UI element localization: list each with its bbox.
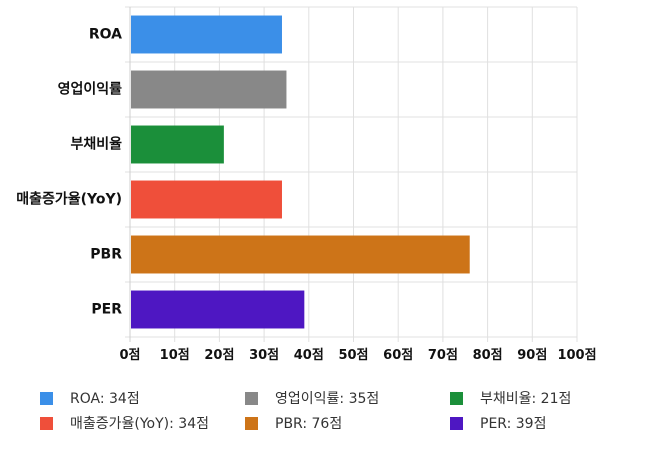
x-tick-label: 70점 (428, 348, 458, 363)
bar (131, 70, 287, 109)
category-label: 부채비율 (70, 136, 122, 153)
bar (131, 15, 282, 54)
x-tick-label: 60점 (383, 348, 413, 363)
x-tick-labels: 0점 10점 20점 30점 40점 50점 60점 70점 80점 90점 100점 (119, 348, 596, 363)
category-label: PBR (90, 247, 122, 263)
bars (131, 15, 470, 329)
legend-label: 부채비율: 21점 (480, 391, 572, 407)
legend-label: 영업이익률: 35점 (275, 391, 380, 407)
x-tick-label: 40점 (294, 348, 324, 363)
x-tick-label: 30점 (249, 348, 279, 363)
legend-swatch (245, 416, 258, 430)
x-tick-label: 80점 (473, 348, 503, 363)
legend-item: PBR: 76점 (245, 413, 342, 433)
legend-item: ROA: 34점 (40, 388, 140, 408)
x-tick-label: 10점 (160, 348, 190, 363)
bar (131, 235, 470, 274)
bar (131, 125, 224, 164)
legend-label: PER: 39점 (480, 416, 547, 432)
x-tick-label: 0점 (119, 348, 140, 363)
category-label: 영업이익률 (58, 81, 123, 98)
legend-item: 영업이익률: 35점 (245, 388, 379, 408)
legend-item: 부채비율: 21점 (450, 388, 571, 408)
x-tick-label: 50점 (338, 348, 368, 363)
legend-swatch (40, 391, 53, 405)
category-label: ROA (89, 27, 122, 43)
legend-label: 매출증가율(YoY): 34점 (70, 416, 209, 432)
legend-swatch (40, 416, 53, 430)
x-tick-label: 90점 (517, 348, 547, 363)
legend-swatch (450, 416, 463, 430)
x-tick-label: 20점 (204, 348, 234, 363)
legend-item: 매출증가율(YoY): 34점 (40, 413, 209, 433)
legend-label: PBR: 76점 (275, 416, 343, 432)
grid-lines (125, 6, 578, 342)
bar (131, 180, 282, 219)
legend-label: ROA: 34점 (70, 391, 140, 407)
legend-swatch (245, 391, 258, 405)
legend-swatch (450, 391, 463, 405)
legend-item: PER: 39점 (450, 413, 546, 433)
x-tick-label: 100점 (557, 348, 596, 363)
bar (131, 290, 305, 329)
category-label: PER (91, 302, 122, 318)
category-label: 매출증가율(YoY) (16, 191, 122, 208)
